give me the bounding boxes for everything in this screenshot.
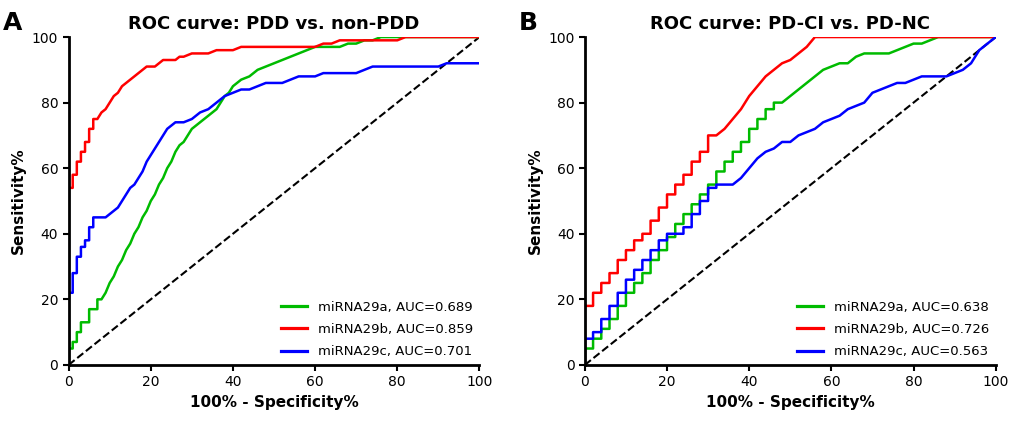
Title: ROC curve: PD-CI vs. PD-NC: ROC curve: PD-CI vs. PD-NC	[650, 15, 929, 33]
Y-axis label: Sensitivity%: Sensitivity%	[527, 148, 542, 254]
Text: A: A	[3, 11, 22, 35]
Y-axis label: Sensitivity%: Sensitivity%	[11, 148, 26, 254]
X-axis label: 100% - Specificity%: 100% - Specificity%	[190, 395, 358, 410]
X-axis label: 100% - Specificity%: 100% - Specificity%	[705, 395, 874, 410]
Text: B: B	[519, 11, 538, 35]
Legend: miRNA29a, AUC=0.638, miRNA29b, AUC=0.726, miRNA29c, AUC=0.563: miRNA29a, AUC=0.638, miRNA29b, AUC=0.726…	[796, 301, 988, 358]
Title: ROC curve: PDD vs. non-PDD: ROC curve: PDD vs. non-PDD	[128, 15, 419, 33]
Legend: miRNA29a, AUC=0.689, miRNA29b, AUC=0.859, miRNA29c, AUC=0.701: miRNA29a, AUC=0.689, miRNA29b, AUC=0.859…	[280, 301, 473, 358]
